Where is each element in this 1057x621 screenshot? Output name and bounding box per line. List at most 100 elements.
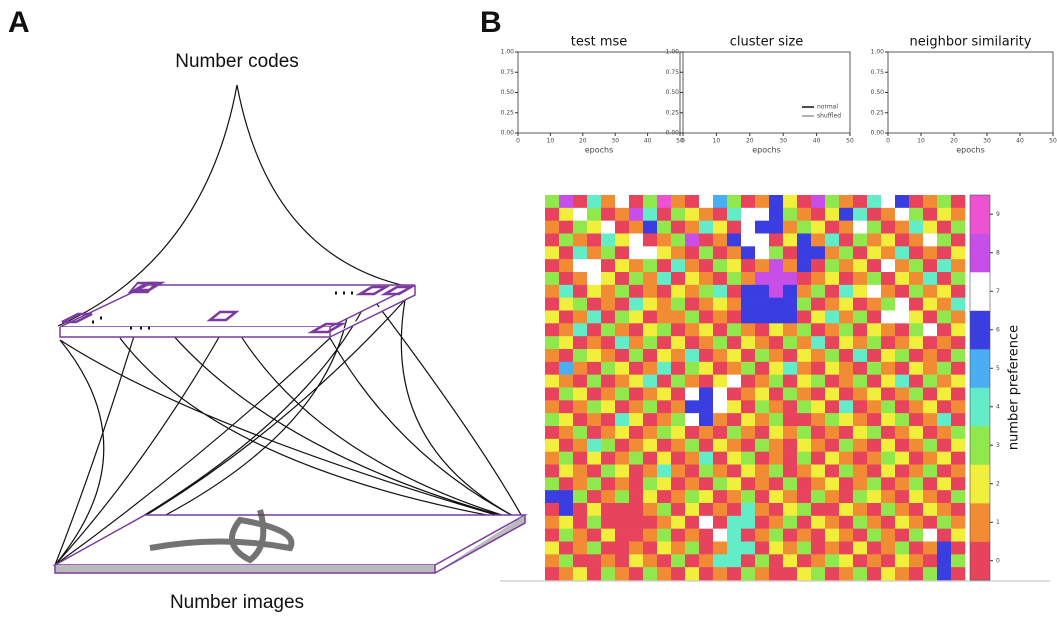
heatmap-cell bbox=[713, 400, 728, 414]
diagram-label: Number codes bbox=[175, 51, 299, 72]
heatmap-cell bbox=[811, 284, 826, 298]
heatmap-cell bbox=[895, 438, 910, 452]
heatmap-cell bbox=[895, 233, 910, 247]
heatmap-cell bbox=[699, 349, 714, 363]
heatmap-cell bbox=[881, 284, 896, 298]
heatmap-cell bbox=[629, 515, 644, 529]
heatmap-cell bbox=[811, 541, 826, 555]
heatmap-cell bbox=[839, 554, 854, 568]
colorbar-tick-label: 7 bbox=[996, 288, 1000, 295]
heatmap-cell bbox=[559, 515, 574, 529]
heatmap-cell bbox=[601, 349, 616, 363]
heatmap-cell bbox=[573, 246, 588, 260]
heatmap-cell bbox=[545, 464, 560, 478]
heatmap-cell bbox=[643, 297, 658, 311]
heatmap-cell bbox=[839, 272, 854, 286]
heatmap-cell bbox=[797, 310, 812, 324]
heatmap-cell bbox=[951, 349, 966, 363]
heatmap-cell bbox=[783, 567, 798, 581]
heatmap-cell bbox=[657, 349, 672, 363]
x-axis-label: epochs bbox=[956, 146, 985, 155]
heatmap-cell bbox=[881, 503, 896, 517]
colorbar-segment bbox=[970, 426, 990, 465]
heatmap-cell bbox=[797, 297, 812, 311]
heatmap-cell bbox=[657, 297, 672, 311]
heatmap-cell bbox=[825, 323, 840, 337]
heatmap-cell bbox=[811, 528, 826, 542]
heatmap-cell bbox=[587, 451, 602, 465]
heatmap-cell bbox=[643, 195, 658, 209]
heatmap-cell bbox=[909, 400, 924, 414]
heatmap-cell bbox=[909, 503, 924, 517]
heatmap-cell bbox=[895, 503, 910, 517]
heatmap-cell bbox=[573, 438, 588, 452]
heatmap-cell bbox=[951, 567, 966, 581]
heatmap-cell bbox=[797, 503, 812, 517]
heatmap-cell bbox=[909, 310, 924, 324]
heatmap-cell bbox=[685, 310, 700, 324]
heatmap-cell bbox=[923, 220, 938, 234]
heatmap-cell bbox=[951, 207, 966, 221]
heatmap-cell bbox=[545, 246, 560, 260]
heatmap-cell bbox=[601, 490, 616, 504]
heatmap-cell bbox=[839, 567, 854, 581]
heatmap-cell bbox=[783, 195, 798, 209]
heatmap-cell bbox=[657, 413, 672, 427]
heatmap-cell bbox=[951, 297, 966, 311]
heatmap-cell bbox=[657, 323, 672, 337]
heatmap-cell bbox=[923, 541, 938, 555]
heatmap-cell bbox=[545, 477, 560, 491]
colorbar-tick-label: 1 bbox=[996, 519, 1000, 526]
heatmap-cell bbox=[853, 490, 868, 504]
heatmap-cell bbox=[685, 387, 700, 401]
heatmap-cell bbox=[629, 272, 644, 286]
heatmap-cell bbox=[699, 438, 714, 452]
heatmap-cell bbox=[867, 259, 882, 273]
y-tick-label: 0.25 bbox=[871, 109, 885, 116]
heatmap-cell bbox=[629, 490, 644, 504]
heatmap-cell bbox=[685, 336, 700, 350]
heatmap-cell bbox=[643, 503, 658, 517]
heatmap-cell bbox=[923, 259, 938, 273]
heatmap-cell bbox=[713, 426, 728, 440]
y-tick-label: 1.00 bbox=[501, 49, 515, 56]
heatmap-cell bbox=[545, 400, 560, 414]
heatmap-cell bbox=[881, 413, 896, 427]
heatmap-cell bbox=[951, 374, 966, 388]
heatmap-cell bbox=[657, 400, 672, 414]
heatmap-cell bbox=[797, 426, 812, 440]
heatmap-cell bbox=[909, 567, 924, 581]
heatmap-cell bbox=[573, 528, 588, 542]
heatmap-cell bbox=[601, 438, 616, 452]
heatmap-cell bbox=[909, 259, 924, 273]
heatmap-cell bbox=[559, 413, 574, 427]
heatmap-cell bbox=[601, 233, 616, 247]
heatmap-cell bbox=[755, 464, 770, 478]
heatmap-cell bbox=[797, 567, 812, 581]
heatmap-cell bbox=[587, 413, 602, 427]
heatmap-cell bbox=[923, 400, 938, 414]
heatmap-cell bbox=[923, 284, 938, 298]
heatmap-cell bbox=[937, 323, 952, 337]
heatmap-cell bbox=[825, 297, 840, 311]
heatmap-cell bbox=[713, 464, 728, 478]
heatmap-cell bbox=[853, 567, 868, 581]
heatmap-cell bbox=[587, 426, 602, 440]
heatmap-cell bbox=[685, 259, 700, 273]
heatmap-cell bbox=[615, 528, 630, 542]
heatmap-cell bbox=[937, 515, 952, 529]
heatmap-cell bbox=[769, 554, 784, 568]
heatmap-cell bbox=[811, 336, 826, 350]
heatmap-cell bbox=[811, 246, 826, 260]
heatmap-cell bbox=[783, 541, 798, 555]
heatmap-cell bbox=[867, 413, 882, 427]
heatmap-cell bbox=[545, 451, 560, 465]
heatmap-cell bbox=[839, 195, 854, 209]
heatmap-cell bbox=[909, 541, 924, 555]
heatmap-cell bbox=[559, 207, 574, 221]
heatmap-cell bbox=[629, 541, 644, 555]
heatmap-cell bbox=[909, 272, 924, 286]
heatmap-cell bbox=[587, 464, 602, 478]
heatmap-cell bbox=[741, 438, 756, 452]
heatmap-cell bbox=[629, 400, 644, 414]
